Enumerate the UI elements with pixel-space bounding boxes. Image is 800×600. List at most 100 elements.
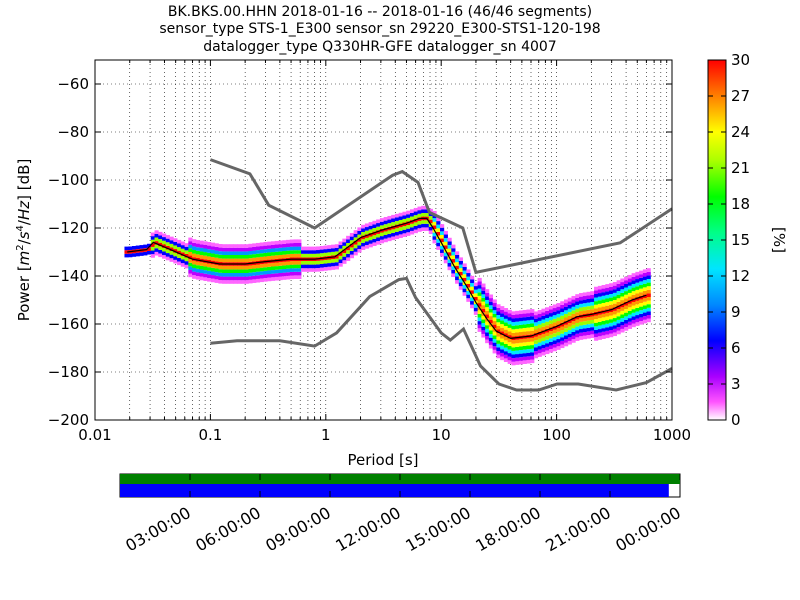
heatmap-cell [286, 247, 291, 251]
heatmap-cell [135, 252, 140, 257]
heatmap-cell [289, 243, 294, 247]
heatmap-cell [488, 344, 494, 349]
heatmap-cell [301, 268, 306, 272]
heatmap-cell [259, 264, 264, 268]
heatmap-cell [188, 262, 193, 267]
heatmap-cell [503, 336, 509, 341]
y-tick-label: −60 [57, 75, 89, 93]
heatmap-cell [526, 316, 531, 321]
heatmap-cell [425, 213, 430, 217]
heatmap-cell [518, 328, 524, 333]
heatmap-cell [139, 252, 144, 256]
heatmap-cell [443, 238, 448, 242]
heatmap-cell [560, 333, 565, 338]
heatmap-cell [308, 250, 313, 254]
heatmap-cell [552, 336, 557, 341]
heatmap-cell [458, 268, 463, 272]
heatmap-cell [338, 252, 343, 256]
heatmap-cell [518, 314, 524, 318]
heatmap-cell [278, 254, 283, 259]
heatmap-cell [286, 265, 291, 269]
heatmap-cell [492, 313, 497, 318]
heatmap-cell [590, 330, 595, 335]
heatmap-cell [210, 278, 216, 283]
heatmap-cell [124, 246, 129, 251]
heatmap-cell [503, 315, 509, 319]
heatmap-cell [451, 269, 456, 274]
heatmap-cell [552, 311, 557, 316]
heatmap-cell [631, 305, 636, 310]
heatmap-cell [560, 326, 565, 331]
heatmap-cell [237, 273, 242, 277]
y-tick-label: −200 [48, 411, 89, 429]
heatmap-cell [473, 289, 478, 294]
heatmap-cell [530, 327, 535, 331]
heatmap-cell [282, 276, 287, 280]
heatmap-cell [639, 306, 644, 311]
heatmap-cell [436, 224, 441, 229]
heatmap-cell [248, 269, 253, 273]
heatmap-cell [165, 238, 170, 243]
heatmap-cell [432, 210, 437, 215]
time-tick-label: 09:00:00 [262, 503, 334, 555]
heatmap-cell [507, 317, 512, 321]
heatmap-cell [624, 312, 629, 317]
heatmap-cell [143, 244, 148, 249]
heatmap-cell [597, 314, 602, 319]
heatmap-cell [481, 290, 486, 295]
heatmap-cell [548, 331, 554, 335]
heatmap-cell [466, 298, 471, 302]
heatmap-cell [612, 292, 617, 297]
heatmap-cell [203, 252, 208, 256]
heatmap-cell [541, 337, 546, 342]
heatmap-cell [616, 291, 621, 295]
heatmap-cell [485, 321, 490, 326]
heatmap-cell [575, 333, 580, 338]
heatmap-cell [436, 246, 441, 250]
colorbar-tick-label: 21 [731, 159, 750, 177]
heatmap-cell [530, 355, 535, 360]
heatmap-cell [616, 301, 621, 306]
heatmap-cell [210, 267, 216, 272]
heatmap-cell [496, 354, 501, 359]
mode-line-path [127, 217, 647, 340]
heatmap-cell [548, 305, 554, 310]
heatmap-cell [518, 357, 524, 361]
heatmap-cell [425, 209, 430, 213]
heatmap-cell [383, 224, 388, 228]
heatmap-cell [203, 273, 208, 278]
heatmap-cell [503, 308, 509, 312]
heatmap-cell [248, 251, 253, 255]
heatmap-cell [590, 305, 595, 310]
heatmap-cell [237, 280, 242, 284]
heatmap-cell [631, 316, 636, 320]
heatmap-cell [233, 244, 238, 248]
heatmap-cell [477, 299, 482, 304]
heatmap-cell [545, 325, 550, 329]
heatmap-cell [338, 263, 343, 267]
heatmap-cell [282, 261, 287, 266]
heatmap-cell [586, 298, 591, 303]
heatmap-cell [248, 258, 253, 262]
heatmap-cell [451, 266, 456, 270]
ppsd-heatmap [124, 205, 651, 366]
heatmap-cell [372, 231, 377, 236]
heatmap-cell [616, 330, 621, 335]
heatmap-cell [188, 244, 193, 249]
heatmap-cell [425, 223, 430, 228]
y-tick-label: −180 [48, 363, 89, 381]
heatmap-cell [473, 282, 478, 287]
heatmap-cell [259, 242, 264, 247]
heatmap-cell [308, 246, 313, 251]
heatmap-cell [188, 251, 193, 256]
heatmap-cell [511, 322, 516, 326]
heatmap-cell [624, 291, 629, 295]
heatmap-cell [507, 353, 512, 357]
heatmap-cell [477, 317, 482, 322]
heatmap-cell [293, 246, 298, 251]
heatmap-cell [575, 322, 580, 327]
heatmap-cell [635, 307, 640, 312]
heatmap-cell [488, 319, 494, 324]
heatmap-cell [579, 303, 584, 308]
heatmap-cell [639, 270, 644, 275]
